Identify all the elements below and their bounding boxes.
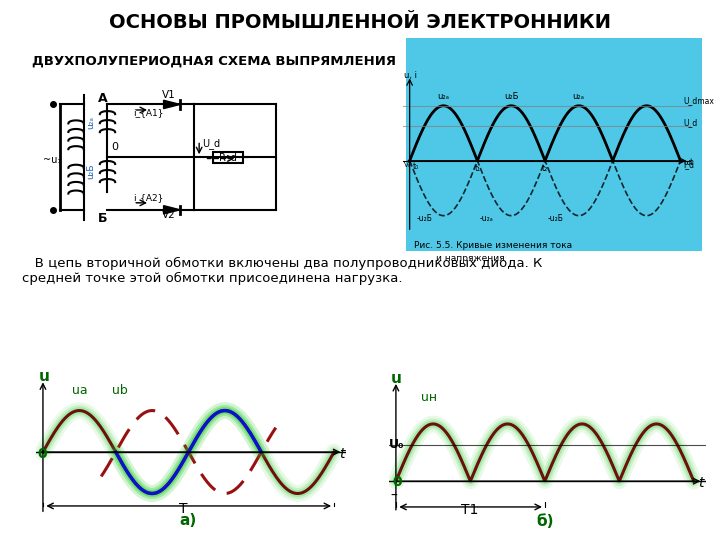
Text: U_dmax: U_dmax xyxy=(684,96,714,105)
Text: ωt: ωt xyxy=(684,158,694,167)
Text: U_d: U_d xyxy=(684,118,698,127)
Text: u: u xyxy=(38,369,49,384)
Text: V2: V2 xyxy=(162,210,176,220)
Text: –: – xyxy=(391,489,397,503)
Text: A: A xyxy=(98,92,107,105)
Text: u: u xyxy=(391,371,402,386)
Text: ~u₁: ~u₁ xyxy=(43,155,61,165)
Text: t: t xyxy=(698,476,704,490)
Text: i_{A1}: i_{A1} xyxy=(133,109,164,118)
Bar xyxy=(406,38,702,251)
Text: ub: ub xyxy=(112,384,128,397)
Text: Б: Б xyxy=(98,212,107,225)
Text: 0: 0 xyxy=(112,142,119,152)
Text: t₁: t₁ xyxy=(475,164,482,173)
Text: V1: V1 xyxy=(162,90,176,100)
Text: -u₂Б: -u₂Б xyxy=(547,214,563,223)
Polygon shape xyxy=(163,206,180,214)
Text: R_d: R_d xyxy=(219,152,237,163)
Text: Рис. 5.5. Кривые изменения тока: Рис. 5.5. Кривые изменения тока xyxy=(414,241,572,251)
Text: V₀: V₀ xyxy=(404,163,412,168)
Text: ua: ua xyxy=(73,384,88,397)
Text: i_{A2}: i_{A2} xyxy=(133,193,164,202)
Text: u₂ₐ: u₂ₐ xyxy=(437,92,449,101)
Text: 0: 0 xyxy=(392,475,402,489)
Text: t₂: t₂ xyxy=(542,164,548,173)
Text: u₂ₐ: u₂ₐ xyxy=(86,116,96,129)
Text: U_d: U_d xyxy=(202,138,220,149)
Text: I_d: I_d xyxy=(684,160,695,170)
Polygon shape xyxy=(163,100,180,109)
Text: а): а) xyxy=(180,512,197,528)
Text: б): б) xyxy=(536,514,554,529)
Text: u₂Б: u₂Б xyxy=(86,163,96,179)
Text: -u₂ₐ: -u₂ₐ xyxy=(480,214,493,223)
Text: Т1: Т1 xyxy=(461,503,478,517)
Text: u, i: u, i xyxy=(404,71,418,80)
Bar xyxy=(213,152,243,163)
Text: u₂ₐ: u₂ₐ xyxy=(572,92,585,101)
Text: Т: Т xyxy=(179,502,188,516)
Text: uн: uн xyxy=(421,391,438,404)
Text: t₀: t₀ xyxy=(413,162,419,171)
Text: U₀: U₀ xyxy=(390,437,405,450)
Text: 0: 0 xyxy=(37,447,47,461)
Text: u₂Б: u₂Б xyxy=(505,92,519,101)
Text: ДВУХПОЛУПЕРИОДНАЯ СХЕМА ВЫПРЯМЛЕНИЯ: ДВУХПОЛУПЕРИОДНАЯ СХЕМА ВЫПРЯМЛЕНИЯ xyxy=(32,55,396,68)
Text: и напряжения: и напряжения xyxy=(436,254,504,263)
Text: t: t xyxy=(338,447,344,461)
Text: -u₂Б: -u₂Б xyxy=(416,214,432,223)
Text: В цепь вторичной обмотки включены два полупроводниковых диода. К
средней точке э: В цепь вторичной обмотки включены два по… xyxy=(22,256,542,285)
Text: ОСНОВЫ ПРОМЫШЛЕННОЙ ЭЛЕКТРОННИКИ: ОСНОВЫ ПРОМЫШЛЕННОЙ ЭЛЕКТРОННИКИ xyxy=(109,14,611,32)
